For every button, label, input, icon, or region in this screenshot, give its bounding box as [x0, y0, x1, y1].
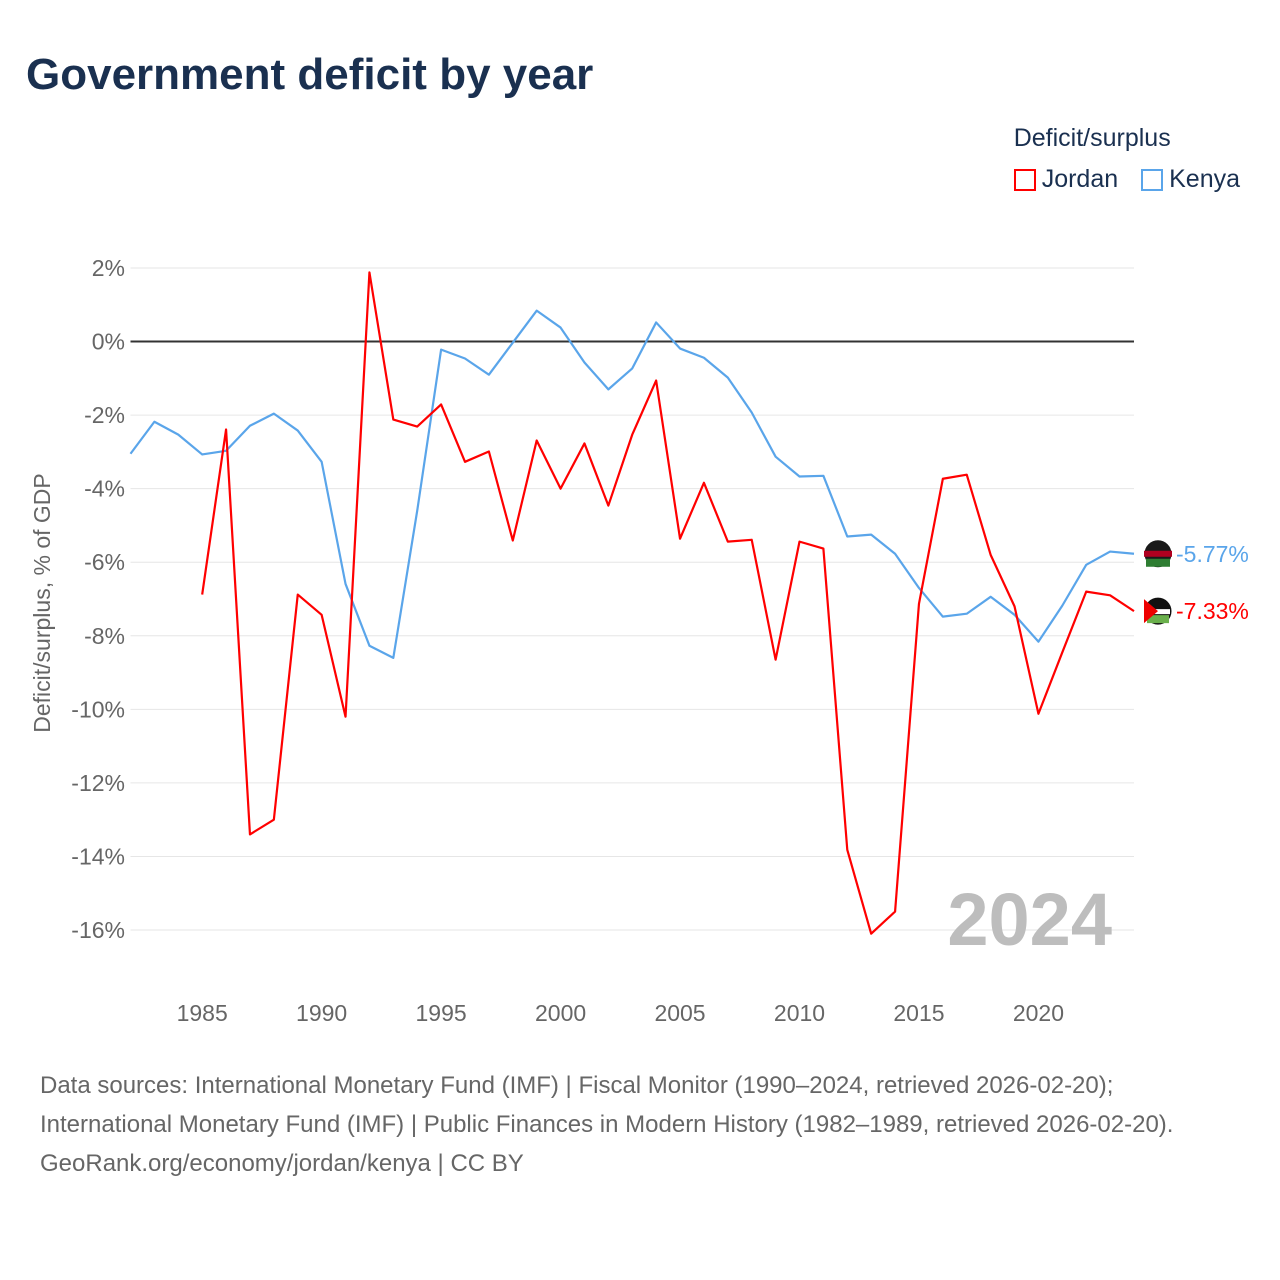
y-tick-label: -6%: [84, 549, 125, 575]
legend: Deficit/surplus Jordan Kenya: [1013, 124, 1240, 198]
footer: Data sources: International Monetary Fun…: [40, 1066, 1240, 1183]
legend-item-kenya[interactable]: Kenya: [1141, 165, 1240, 194]
end-value-label-jordan: -7.33%: [1176, 598, 1249, 624]
x-tick-label: 1990: [296, 1000, 347, 1026]
y-tick-label: -2%: [84, 402, 125, 428]
chart-title: Government deficit by year: [26, 50, 594, 99]
credit: GeoRank.org/economy/jordan/kenya | CC BY: [40, 1150, 524, 1177]
y-tick-label: -12%: [71, 770, 125, 796]
legend-title: Deficit/surplus: [1013, 124, 1171, 152]
x-tick-label: 2010: [774, 1000, 825, 1026]
legend-label: Kenya: [1169, 165, 1240, 193]
year-label: 2024: [947, 878, 1112, 961]
legend-item-jordan[interactable]: Jordan: [1013, 165, 1119, 194]
flag-triangle: [1144, 599, 1158, 624]
flag-stripe: [1146, 558, 1170, 567]
legend-swatch: [1013, 168, 1036, 191]
data-sources: Data sources: International Monetary Fun…: [40, 1072, 1174, 1138]
x-tick-label: 1985: [177, 1000, 228, 1026]
x-tick-label: 1995: [416, 1000, 467, 1026]
y-tick-label: 2%: [92, 255, 125, 281]
y-tick-label: -10%: [71, 696, 125, 722]
y-tick-label: -8%: [84, 623, 125, 649]
y-tick-label: 0%: [92, 329, 125, 355]
flag-stripe: [1144, 550, 1172, 557]
series-line-jordan: [201, 271, 1135, 935]
legend-swatch: [1141, 168, 1164, 191]
flag-stripe: [1147, 615, 1169, 624]
y-axis-label: Deficit/surplus, % of GDP: [29, 473, 55, 732]
x-tick-label: 2000: [535, 1000, 586, 1026]
x-tick-label: 2015: [893, 1000, 944, 1026]
flag-stripe: [1146, 609, 1170, 615]
x-tick-label: 2005: [654, 1000, 705, 1026]
x-tick-label: 2020: [1013, 1000, 1064, 1026]
series-line-kenya: [129, 309, 1135, 659]
y-tick-label: -4%: [84, 476, 125, 502]
y-tick-label: -16%: [71, 917, 125, 943]
legend-label: Jordan: [1041, 165, 1119, 193]
line-chart: 2% 0% -2% -4% -6% -8% -10% -12% -14% -16% 1985 1990…: [29, 255, 1249, 1026]
end-value-label-kenya: -5.77%: [1176, 541, 1249, 567]
y-tick-label: -14%: [71, 843, 125, 869]
